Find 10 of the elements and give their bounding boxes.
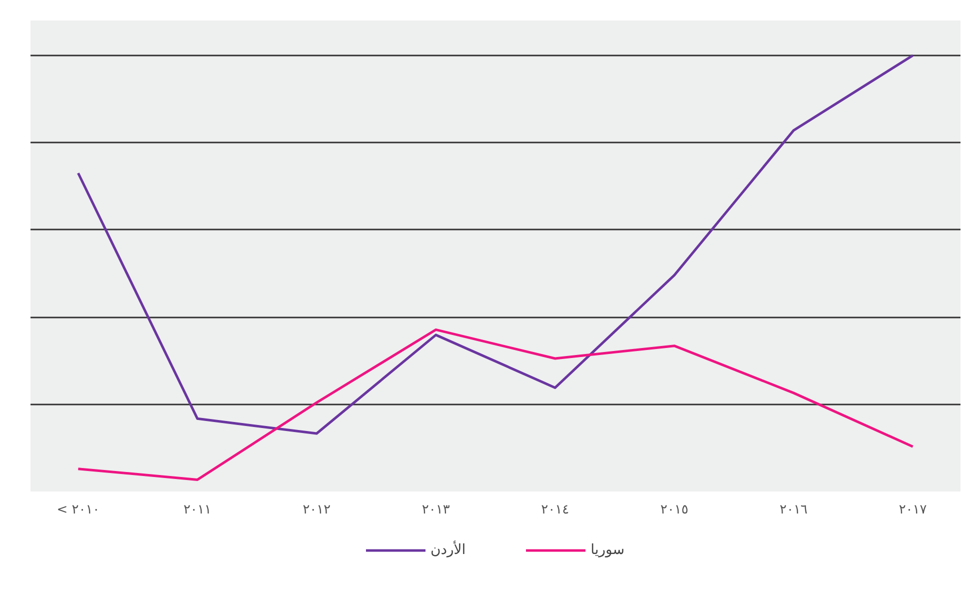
x-tick-label: ٢٠١٢ [302,502,331,518]
x-tick-label: ٢٠١٦ [780,502,808,518]
x-tick-label: ٢٠١٧ [898,502,927,518]
x-tick-label: ٢٠١١ [183,502,212,518]
x-tick-label: ٢٠١٣ [422,502,450,518]
x-tick-label: ٢٠١٥ [660,502,688,518]
x-tick-label: < ٢٠١٠ [56,502,100,518]
x-tick-label: ٢٠١٤ [541,502,570,518]
legend-label: سوريا [590,542,625,558]
legend-label: الأردن [430,542,466,558]
